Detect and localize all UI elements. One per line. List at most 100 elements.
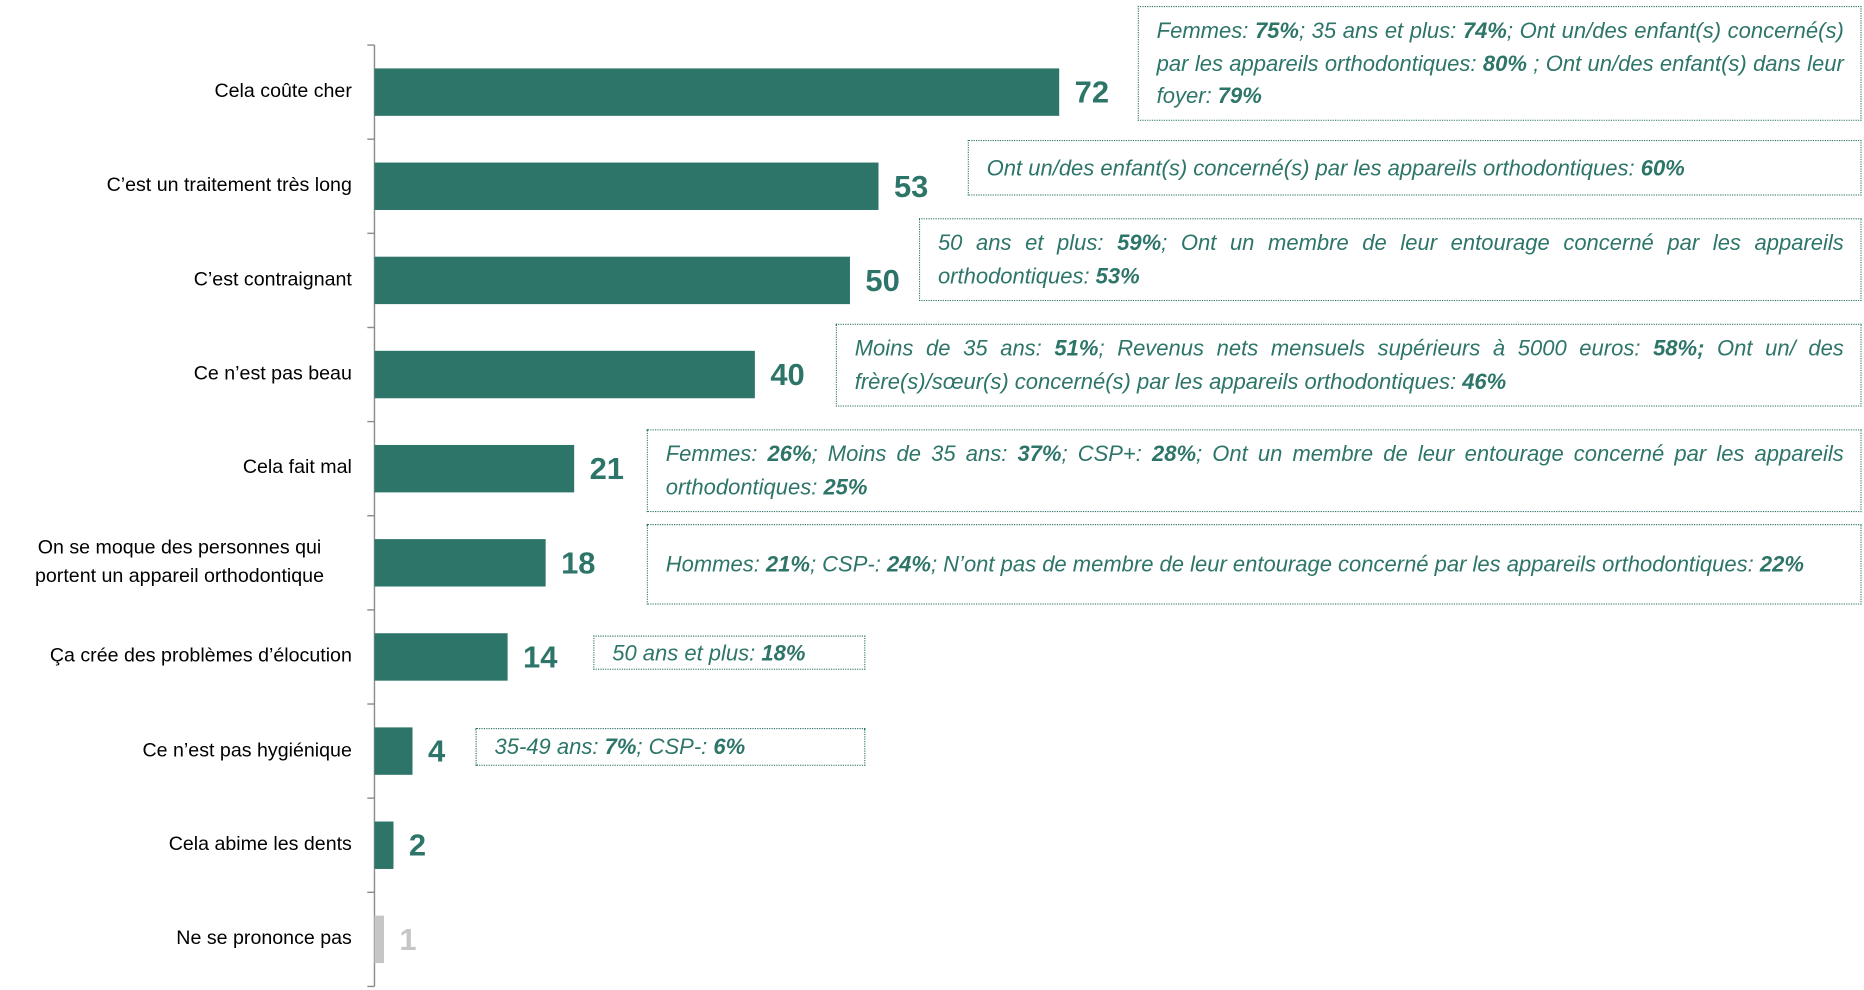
annotation-segment: Femmes:	[1157, 18, 1255, 43]
category-label: Ne se prononce pas	[0, 892, 352, 986]
category-label-text: On se moque des personnes qui portent un…	[7, 534, 352, 591]
annotation-highlight: 53%	[1096, 263, 1140, 288]
annotation-highlight: 74%	[1463, 18, 1507, 43]
bar	[374, 68, 1059, 115]
category-label-box: C’est un traitement très long	[0, 139, 352, 233]
annotation-segment: ; CSP-:	[636, 734, 713, 759]
category-label-text: Cela coûte cher	[214, 78, 351, 106]
category-label-text: C’est un traitement très long	[107, 172, 352, 200]
annotation-segment: Moins de 35 ans:	[855, 336, 1055, 361]
category-label-box: On se moque des personnes qui portent un…	[0, 516, 352, 610]
value-label: 14	[523, 640, 557, 675]
category-label: C’est contraignant	[0, 233, 352, 327]
bar	[374, 445, 574, 492]
annotation-highlight: 60%	[1641, 155, 1685, 180]
category-label: Cela coûte cher	[0, 45, 352, 139]
annotation-highlight: 28%	[1152, 441, 1196, 466]
annotation: Ont un/des enfant(s) concerné(s) par les…	[968, 140, 1862, 196]
category-label: Cela fait mal	[0, 422, 352, 516]
annotation: 50 ans et plus: 18%	[593, 635, 865, 669]
annotation-highlight: 6%	[713, 734, 745, 759]
annotation-text: Femmes: 26%; Moins de 35 ans: 37%; CSP+:…	[666, 438, 1844, 504]
category-label-box: Cela coûte cher	[0, 45, 352, 139]
annotation: 50 ans et plus: 59%; Ont un membre de le…	[919, 218, 1862, 301]
annotation-segment: ; 35 ans et plus:	[1299, 18, 1463, 43]
value-label: 2	[409, 828, 426, 863]
annotation-highlight: 7%	[605, 734, 637, 759]
annotation-highlight: 37%	[1017, 441, 1061, 466]
annotation: Hommes: 21%; CSP-: 24%; N’ont pas de mem…	[647, 524, 1862, 605]
annotation-segment: Ont un/des enfant(s) concerné(s) par les…	[987, 155, 1641, 180]
annotation-box: Hommes: 21%; CSP-: 24%; N’ont pas de mem…	[647, 524, 1862, 605]
value-label: 40	[770, 357, 804, 392]
annotation: 35-49 ans: 7%; CSP-: 6%	[476, 728, 866, 766]
annotation-highlight: 18%	[761, 640, 805, 665]
category-label: Ce n’est pas hygiénique	[0, 704, 352, 798]
annotation-box: Femmes: 26%; Moins de 35 ans: 37%; CSP+:…	[647, 429, 1862, 512]
annotation-highlight: 24%	[887, 551, 931, 576]
annotation-segment: ; N’ont pas de membre de leur entourage …	[931, 551, 1760, 576]
annotation-highlight: 58%;	[1653, 336, 1704, 361]
annotation-segment: ; CSP+:	[1061, 441, 1152, 466]
annotation-text: 50 ans et plus: 18%	[612, 636, 847, 669]
annotation-text: Ont un/des enfant(s) concerné(s) par les…	[987, 151, 1844, 184]
annotation-segment: ; CSP-:	[810, 551, 887, 576]
value-label: 4	[428, 734, 445, 769]
category-label-box: Ce n’est pas hygiénique	[0, 704, 352, 798]
value-label: 18	[561, 545, 595, 580]
category-label-box: Cela fait mal	[0, 422, 352, 516]
annotation-segment: 50 ans et plus:	[612, 640, 761, 665]
bar	[374, 539, 545, 586]
value-label: 21	[590, 451, 624, 486]
category-label-box: C’est contraignant	[0, 233, 352, 327]
annotation-segment: ; Moins de 35 ans:	[812, 441, 1018, 466]
annotation-box: Moins de 35 ans: 51%; Revenus nets mensu…	[836, 324, 1862, 407]
annotation-text: 50 ans et plus: 59%; Ont un membre de le…	[938, 227, 1844, 293]
annotation-highlight: 21%	[766, 551, 810, 576]
annotation-highlight: 75%	[1255, 18, 1299, 43]
value-label: 53	[894, 169, 928, 204]
category-label-text: Cela fait mal	[243, 454, 352, 482]
annotation-highlight: 25%	[823, 474, 867, 499]
bar	[374, 727, 412, 774]
annotation-segment: Femmes:	[666, 441, 768, 466]
category-label-text: Cela abime les dents	[169, 831, 352, 859]
annotation-text: Moins de 35 ans: 51%; Revenus nets mensu…	[855, 332, 1844, 398]
annotation: Moins de 35 ans: 51%; Revenus nets mensu…	[836, 324, 1862, 407]
category-label-box: Ne se prononce pas	[0, 892, 352, 986]
chart: 72 Cela coûte cher 53 C’est un traitement t…	[0, 0, 1864, 990]
annotation-box: 50 ans et plus: 59%; Ont un membre de le…	[919, 218, 1862, 301]
annotation-highlight: 79%	[1218, 83, 1262, 108]
category-label-text: C’est contraignant	[194, 266, 352, 294]
annotation-segment: ; Revenus nets mensuels supérieurs à 500…	[1098, 336, 1653, 361]
annotation-text: Hommes: 21%; CSP-: 24%; N’ont pas de mem…	[666, 548, 1844, 581]
annotation-segment: Hommes:	[666, 551, 766, 576]
bar	[374, 916, 384, 963]
annotation-box: 50 ans et plus: 18%	[593, 635, 865, 669]
category-label-text: Ce n’est pas beau	[194, 360, 352, 388]
annotation-text: Femmes: 75%; 35 ans et plus: 74%; Ont un…	[1157, 14, 1844, 113]
annotation: Femmes: 26%; Moins de 35 ans: 37%; CSP+:…	[647, 429, 1862, 512]
bar	[374, 822, 393, 869]
annotation-highlight: 80%	[1483, 51, 1527, 76]
annotation-text: 35-49 ans: 7%; CSP-: 6%	[495, 730, 848, 763]
annotation-box: 35-49 ans: 7%; CSP-: 6%	[476, 728, 866, 766]
category-label: On se moque des personnes qui portent un…	[0, 516, 352, 610]
annotation: Femmes: 75%; 35 ans et plus: 74%; Ont un…	[1138, 6, 1862, 121]
category-label: Cela abime les dents	[0, 798, 352, 892]
value-label: 72	[1075, 75, 1109, 110]
category-label: C’est un traitement très long	[0, 139, 352, 233]
category-label-text: Ce n’est pas hygiénique	[143, 737, 352, 765]
annotation-segment: 35-49 ans:	[495, 734, 605, 759]
bar	[374, 351, 754, 398]
annotation-highlight: 46%	[1462, 369, 1506, 394]
annotation-highlight: 51%	[1054, 336, 1098, 361]
annotation-box: Femmes: 75%; 35 ans et plus: 74%; Ont un…	[1138, 6, 1862, 121]
annotation-highlight: 26%	[768, 441, 812, 466]
annotation-highlight: 22%	[1760, 551, 1804, 576]
bar	[374, 163, 878, 210]
annotation-box: Ont un/des enfant(s) concerné(s) par les…	[968, 140, 1862, 196]
annotation-segment: 50 ans et plus:	[938, 230, 1117, 255]
category-label-text: Ça crée des problèmes d’élocution	[50, 643, 352, 671]
bar	[374, 257, 850, 304]
